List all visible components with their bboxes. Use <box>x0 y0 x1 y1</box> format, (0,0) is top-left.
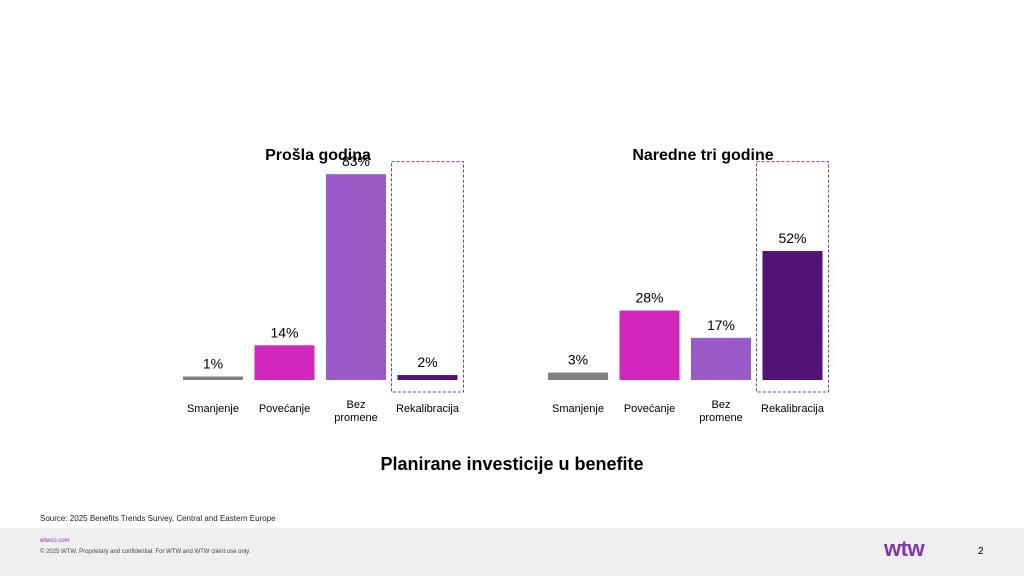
next-three-years-bar-povecanje <box>619 310 680 380</box>
next-three-years-category-label-bez-promene: Bez promene <box>699 399 742 424</box>
footer-url-link[interactable]: wtwco.com <box>40 538 70 544</box>
next-three-years-chart-title: Naredne tri godine <box>632 147 773 164</box>
last-year-value-label-bez-promene: 83% <box>342 153 370 169</box>
last-year-category-label-rekalibracija: Rekalibracija <box>396 403 460 415</box>
last-year-bar-smanjenje <box>183 376 243 380</box>
next-three-years-value-label-smanjenje: 3% <box>568 352 588 368</box>
next-three-years-value-label-povecanje: 28% <box>635 290 663 306</box>
last-year-value-label-povecanje: 14% <box>270 324 298 340</box>
next-three-years-value-label-rekalibracija: 52% <box>778 230 806 246</box>
last-year-value-label-smanjenje: 1% <box>203 356 223 372</box>
next-three-years-category-label-povecanje: Povećanje <box>624 403 675 415</box>
last-year-value-label-rekalibracija: 2% <box>417 354 437 370</box>
next-three-years-highlight-box <box>756 161 829 393</box>
page-number: 2 <box>978 546 984 557</box>
last-year-category-label-povecanje: Povećanje <box>259 403 310 415</box>
footer: wtwco.com © 2025 WTW. Proprietary and co… <box>0 528 1024 576</box>
next-three-years-value-label-bez-promene: 17% <box>707 317 735 333</box>
footer-copyright: © 2025 WTW. Proprietary and confidential… <box>40 549 251 555</box>
last-year-bar-rekalibracija <box>397 375 458 380</box>
next-three-years-category-label-smanjenje: Smanjenje <box>552 403 604 415</box>
wtw-logo: wtw <box>884 536 925 561</box>
next-three-years-category-label-rekalibracija: Rekalibracija <box>761 403 825 415</box>
next-three-years-bar-rekalibracija <box>762 251 823 380</box>
next-three-years-bar-smanjenje <box>548 372 608 380</box>
main-title: Planirane investicije u benefite <box>380 454 644 474</box>
next-three-years-bar-bez-promene <box>691 337 751 380</box>
last-year-chart-title: Prošla godina <box>265 147 371 164</box>
last-year-category-label-smanjenje: Smanjenje <box>187 403 239 415</box>
last-year-category-label-bez-promene: Bez promene <box>334 399 377 424</box>
source-note: Source: 2025 Benefits Trends Survey, Cen… <box>40 514 276 523</box>
last-year-highlight-box <box>391 161 464 393</box>
last-year-bar-povecanje <box>254 345 315 380</box>
last-year-bar-bez-promene <box>326 174 386 380</box>
